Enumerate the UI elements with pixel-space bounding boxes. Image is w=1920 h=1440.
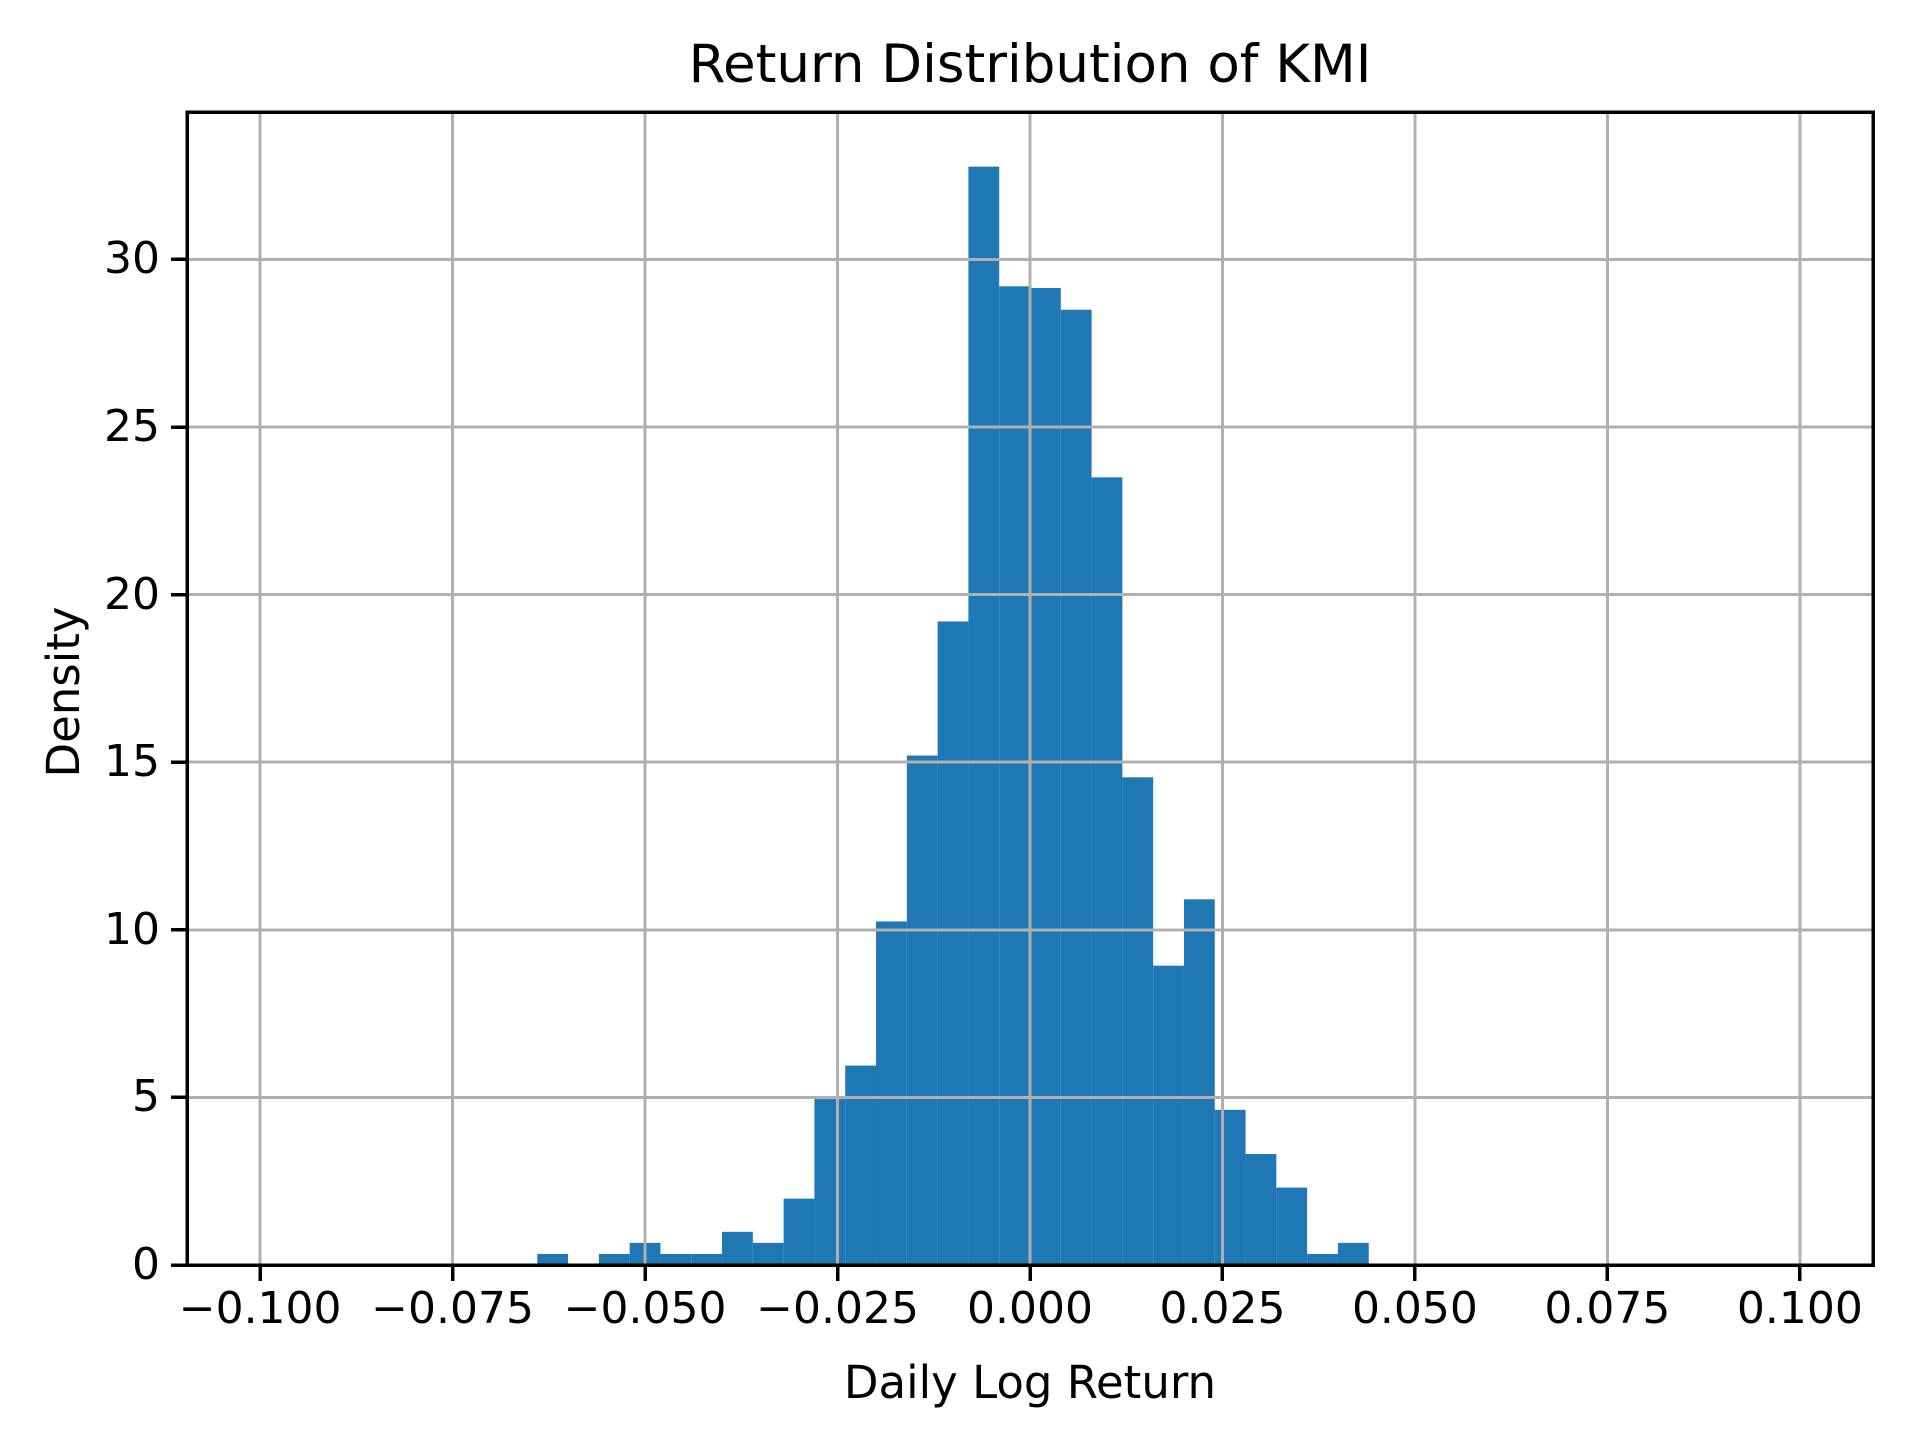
x-tick-label: −0.025 (756, 1283, 919, 1334)
histogram-bar (660, 1253, 692, 1265)
y-tick-label: 0 (132, 1239, 160, 1290)
histogram-bar (1030, 287, 1061, 1266)
histogram-bar (537, 1253, 569, 1265)
x-axis-label: Daily Log Return (843, 1356, 1217, 1409)
y-axis-label: Density (37, 606, 90, 778)
x-tick-label: 0.025 (1159, 1283, 1286, 1334)
histogram-bar (1060, 309, 1092, 1265)
histogram-bar (845, 1065, 877, 1265)
x-tick-label: −0.100 (178, 1283, 342, 1334)
histogram-bar (906, 755, 938, 1265)
x-tick-label: 0.075 (1544, 1283, 1671, 1334)
histogram-bar (814, 1099, 846, 1265)
histogram-bar (937, 621, 969, 1265)
axes-spines (185, 110, 1875, 1267)
histogram-bar (1245, 1154, 1277, 1265)
y-tick-label: 30 (104, 233, 160, 285)
histogram-bar (691, 1253, 723, 1265)
histogram-bar (1153, 965, 1184, 1265)
histogram-bar (598, 1253, 630, 1265)
x-tick-label: −0.075 (371, 1283, 535, 1334)
x-tick-label: 0.050 (1351, 1283, 1478, 1334)
histogram-bar (783, 1198, 815, 1265)
chart-title: Return Distribution of KMI (688, 34, 1372, 95)
y-tick-label: 5 (132, 1071, 160, 1123)
histogram-bar (1214, 1109, 1246, 1265)
histogram-bar (1337, 1242, 1369, 1265)
histogram-bar (1122, 777, 1154, 1265)
histogram-bar (1091, 477, 1123, 1266)
histogram-bar (968, 166, 1000, 1265)
x-tick-label: 0.000 (967, 1283, 1093, 1334)
x-tick-label: 0.100 (1736, 1283, 1863, 1334)
histogram-bar (999, 286, 1030, 1265)
histogram-bar (1307, 1253, 1338, 1265)
histogram-bar (1276, 1187, 1308, 1265)
x-tick-label: −0.050 (563, 1283, 727, 1334)
histogram-bar (876, 921, 907, 1265)
histogram-bar (1183, 899, 1215, 1265)
y-tick-label: 10 (104, 903, 160, 955)
histogram-bar (722, 1231, 753, 1265)
y-tick-label: 15 (104, 736, 160, 788)
histogram-bar (752, 1242, 784, 1265)
y-tick-label: 20 (104, 568, 160, 620)
y-tick-label: 25 (104, 401, 160, 453)
